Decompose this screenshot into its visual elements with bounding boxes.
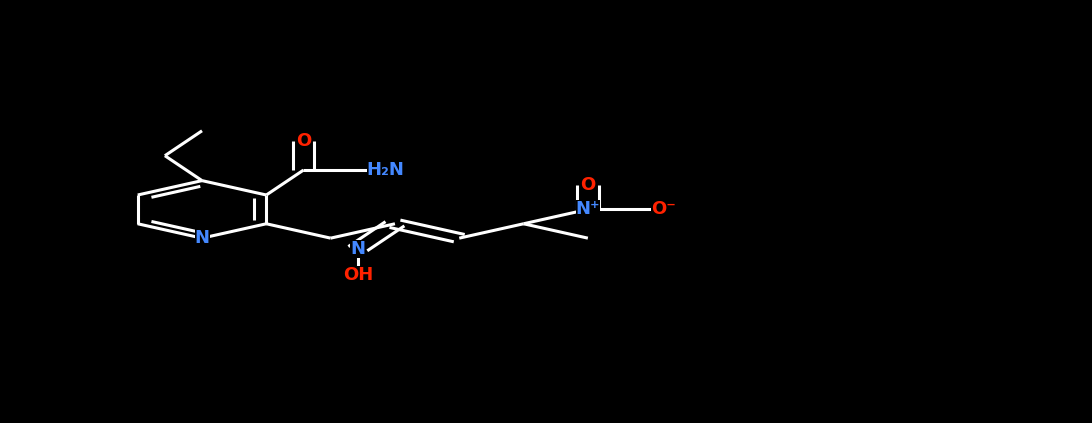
Text: N⁺: N⁺ (575, 201, 601, 218)
Text: O: O (580, 176, 595, 194)
Text: O⁻: O⁻ (651, 201, 676, 218)
Text: O: O (296, 132, 311, 150)
Text: N: N (351, 240, 366, 258)
Text: N: N (194, 229, 210, 247)
Text: OH: OH (343, 266, 373, 283)
Text: H₂N: H₂N (367, 161, 404, 179)
